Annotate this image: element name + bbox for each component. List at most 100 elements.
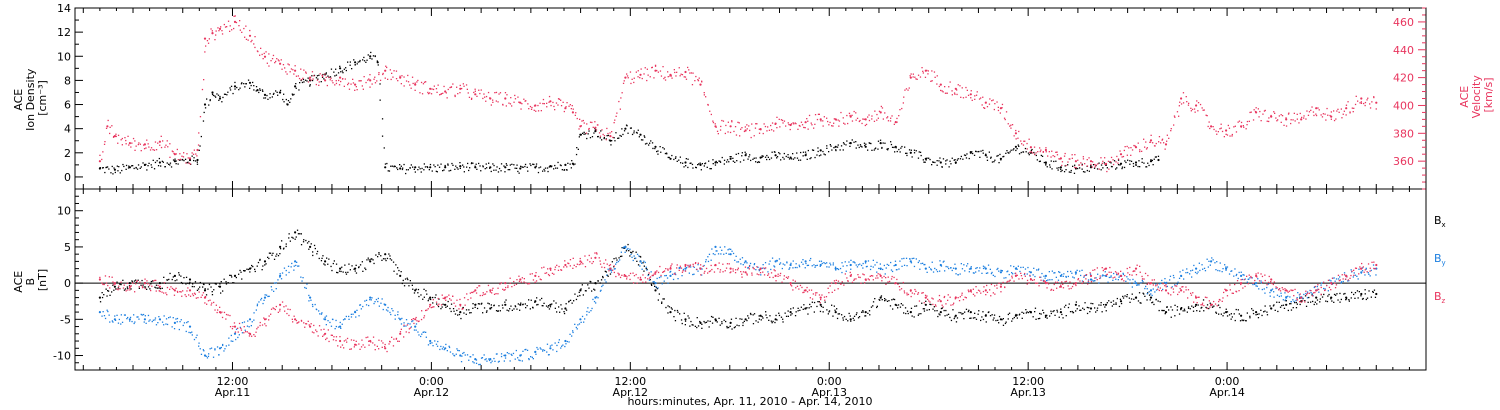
data-point (275, 60, 277, 63)
data-point (265, 51, 267, 53)
data-point (355, 86, 357, 88)
data-point (1164, 278, 1166, 280)
data-point (527, 103, 529, 105)
data-point (421, 93, 424, 95)
data-point (828, 124, 830, 126)
data-point (635, 131, 638, 134)
data-point (394, 165, 396, 168)
data-point (1104, 271, 1106, 273)
data-point (1330, 111, 1332, 113)
data-point (518, 101, 520, 103)
data-point (926, 309, 928, 311)
data-point (602, 275, 604, 278)
data-point (1015, 313, 1017, 316)
data-point (571, 160, 573, 162)
data-point (1158, 136, 1161, 138)
data-point (1240, 274, 1243, 277)
data-point (952, 267, 955, 269)
data-point (282, 64, 285, 66)
data-point (954, 267, 957, 270)
data-point (1252, 283, 1254, 286)
data-point (450, 86, 453, 88)
data-point (789, 263, 792, 267)
data-point (389, 311, 391, 314)
data-point (874, 110, 876, 112)
data-point (1303, 293, 1305, 296)
data-point (399, 76, 402, 79)
data-point (1064, 152, 1066, 155)
data-point (134, 140, 136, 142)
data-point (746, 319, 748, 322)
data-point (304, 326, 306, 328)
data-point (426, 309, 428, 311)
data-point (342, 72, 344, 74)
data-point (321, 75, 324, 78)
data-point (365, 61, 367, 63)
data-point (691, 84, 694, 86)
data-point (1146, 299, 1148, 301)
data-point (154, 141, 157, 143)
data-point (807, 149, 809, 152)
data-point (788, 123, 790, 126)
data-point (764, 268, 766, 270)
data-point (758, 132, 761, 134)
data-point (459, 84, 461, 87)
data-point (287, 63, 289, 65)
data-point (1097, 273, 1099, 275)
data-point (680, 162, 682, 164)
data-point (504, 354, 507, 357)
data-point (722, 263, 724, 265)
data-point (900, 147, 902, 149)
data-point (967, 310, 969, 313)
data-point (563, 266, 565, 268)
data-point (793, 123, 795, 125)
data-point (931, 70, 933, 72)
data-point (877, 148, 879, 150)
data-point (752, 314, 754, 316)
data-point (445, 299, 447, 301)
data-point (279, 62, 282, 65)
data-point (770, 124, 772, 127)
data-point (340, 327, 342, 329)
data-point (946, 92, 948, 94)
data-point (270, 60, 272, 62)
data-point (891, 115, 893, 117)
data-point (179, 159, 181, 161)
data-point (678, 159, 680, 161)
data-point (709, 168, 711, 170)
data-point (995, 319, 997, 322)
data-point (433, 164, 435, 166)
data-point (283, 101, 285, 103)
data-point (871, 115, 873, 117)
data-point (109, 126, 111, 128)
data-point (609, 264, 612, 266)
data-point (999, 153, 1001, 156)
data-point (917, 261, 919, 264)
data-point (1076, 269, 1078, 271)
data-point (906, 152, 908, 154)
data-point (578, 128, 580, 130)
data-point (397, 267, 399, 269)
data-point (784, 264, 786, 266)
data-point (503, 165, 505, 167)
data-point (749, 264, 751, 267)
data-point (584, 133, 587, 135)
data-point (750, 313, 752, 316)
data-point (405, 325, 407, 327)
data-point (535, 280, 538, 282)
data-point (1181, 307, 1183, 309)
data-point (173, 321, 176, 324)
data-point (1249, 317, 1251, 319)
data-point (605, 139, 607, 141)
data-point (690, 266, 692, 268)
data-point (951, 90, 953, 92)
data-point (373, 262, 375, 265)
data-point (882, 268, 884, 271)
data-point (1127, 278, 1129, 280)
data-point (594, 121, 596, 123)
data-point (872, 259, 874, 261)
data-point (238, 25, 240, 27)
data-point (228, 344, 230, 346)
data-point (956, 93, 958, 96)
data-point (1173, 115, 1176, 117)
